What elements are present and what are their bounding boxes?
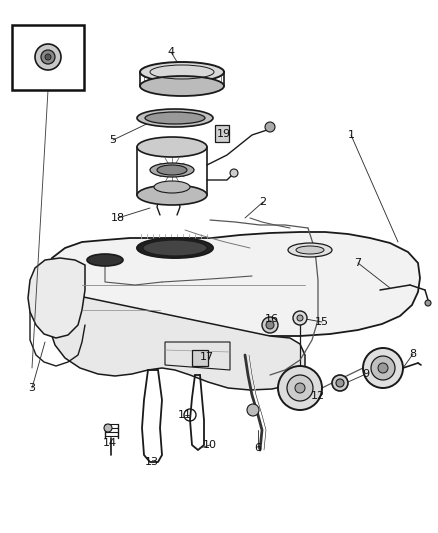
Ellipse shape: [137, 185, 207, 205]
Circle shape: [371, 356, 395, 380]
Ellipse shape: [150, 163, 194, 177]
Circle shape: [247, 404, 259, 416]
Text: 14: 14: [103, 438, 117, 448]
Ellipse shape: [137, 137, 207, 157]
Text: 7: 7: [354, 258, 361, 268]
Polygon shape: [50, 232, 420, 342]
Text: 10: 10: [203, 440, 217, 450]
Text: 17: 17: [200, 352, 214, 362]
Text: 8: 8: [410, 349, 417, 359]
Ellipse shape: [87, 254, 123, 266]
Polygon shape: [192, 350, 208, 366]
Text: 19: 19: [217, 129, 231, 139]
Text: 12: 12: [311, 391, 325, 401]
Circle shape: [293, 311, 307, 325]
Ellipse shape: [140, 62, 224, 82]
Text: 15: 15: [315, 317, 329, 327]
Circle shape: [104, 424, 112, 432]
Circle shape: [278, 366, 322, 410]
Text: 6: 6: [254, 443, 261, 453]
Text: 18: 18: [111, 213, 125, 223]
Circle shape: [262, 317, 278, 333]
Polygon shape: [28, 258, 85, 338]
Bar: [12, 25, 84, 90]
Circle shape: [295, 383, 305, 393]
Circle shape: [332, 375, 348, 391]
Text: 3: 3: [28, 383, 35, 393]
Text: 9: 9: [362, 369, 370, 379]
Circle shape: [45, 54, 51, 60]
Ellipse shape: [140, 76, 224, 96]
Text: 5: 5: [110, 135, 117, 145]
Circle shape: [265, 122, 275, 132]
Ellipse shape: [143, 240, 207, 256]
Text: 2: 2: [259, 197, 267, 207]
Polygon shape: [165, 342, 230, 370]
Text: 11: 11: [178, 410, 192, 420]
Text: 4: 4: [167, 47, 175, 57]
Circle shape: [287, 375, 313, 401]
Text: 1: 1: [347, 130, 354, 140]
Polygon shape: [50, 290, 305, 390]
Text: 16: 16: [265, 314, 279, 324]
Circle shape: [425, 300, 431, 306]
Text: 13: 13: [145, 457, 159, 467]
Ellipse shape: [154, 181, 190, 193]
Circle shape: [35, 44, 61, 70]
Circle shape: [378, 363, 388, 373]
Ellipse shape: [137, 238, 213, 258]
Circle shape: [230, 169, 238, 177]
Circle shape: [363, 348, 403, 388]
Ellipse shape: [157, 165, 187, 175]
Circle shape: [297, 315, 303, 321]
Ellipse shape: [137, 109, 213, 127]
Circle shape: [266, 321, 274, 329]
Ellipse shape: [145, 112, 205, 124]
Ellipse shape: [288, 243, 332, 257]
Ellipse shape: [296, 246, 324, 254]
Circle shape: [41, 50, 55, 64]
Polygon shape: [215, 125, 229, 142]
Circle shape: [336, 379, 344, 387]
